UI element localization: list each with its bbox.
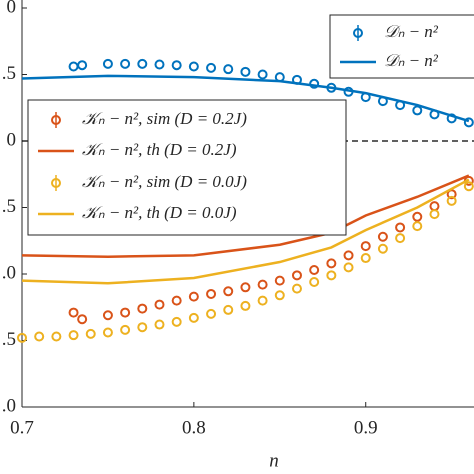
data-point [17, 332, 27, 343]
data-point [360, 253, 371, 264]
data-point [309, 265, 320, 276]
y-tick-label: .5 [2, 196, 16, 217]
data-point [77, 314, 88, 325]
legend-label: 𝒦ₙ − n², th (D = 0.2J) [82, 140, 237, 159]
data-line [21, 178, 470, 285]
data-line [21, 74, 470, 123]
data-point [68, 61, 79, 72]
data-point [463, 117, 474, 128]
data-point [309, 276, 320, 287]
data-point [188, 312, 199, 323]
data-point [85, 328, 96, 339]
data-point [257, 279, 268, 290]
data-point [429, 209, 440, 220]
data-point [154, 319, 165, 330]
x-axis-label: n [269, 450, 279, 471]
data-point [206, 308, 217, 319]
y-tick-label: .5 [2, 329, 16, 350]
legend-marker [51, 178, 61, 188]
legend-marker [51, 115, 61, 125]
data-point [171, 60, 182, 71]
data-point [291, 283, 302, 294]
data-point [102, 310, 113, 321]
data-point [102, 58, 113, 69]
data-point [257, 295, 268, 306]
data-point [360, 241, 371, 252]
data-point [343, 250, 354, 261]
y-tick-label: .5 [2, 63, 16, 84]
y-tick-label: .0 [2, 395, 16, 416]
x-tick-label: 0.9 [354, 417, 378, 438]
data-point [395, 233, 406, 244]
data-point [68, 307, 79, 318]
x-tick-label: 0.7 [10, 417, 34, 438]
data-point [120, 58, 131, 69]
data-point [68, 330, 79, 341]
legends: 𝒟ₙ − n² 𝒟ₙ − n² 𝒦ₙ − n², sim (D = 0.2J) 𝒦ₙ … [27, 14, 474, 236]
data-point [154, 299, 165, 310]
data-point [171, 295, 182, 306]
legend-box [27, 99, 347, 236]
data-point [188, 61, 199, 72]
data-point [120, 307, 131, 318]
data-point [446, 113, 457, 124]
data-point [326, 270, 337, 281]
legend-label: 𝒟ₙ − n² [384, 51, 439, 70]
x-tick-label: 0.8 [182, 417, 206, 438]
legend-label: 𝒦ₙ − n², th (D = 0.0J) [82, 203, 237, 222]
legend-label: 𝒟ₙ − n² [384, 22, 439, 41]
data-point [274, 275, 285, 286]
data-point [412, 221, 423, 232]
data-point [257, 69, 268, 80]
data-point [77, 60, 88, 71]
data-point [274, 290, 285, 301]
data-point [223, 304, 234, 315]
data-point [34, 331, 45, 342]
legend-label: 𝒦ₙ − n², sim (D = 0.0J) [82, 172, 247, 191]
data-point [137, 322, 148, 333]
data-point [291, 270, 302, 281]
data-point [377, 231, 388, 242]
legend-marker [353, 28, 363, 38]
data-point [377, 243, 388, 254]
data-point [412, 211, 423, 222]
data-point [102, 327, 113, 338]
data-point [343, 262, 354, 273]
data-line [21, 174, 470, 258]
data-point [395, 222, 406, 233]
data-point [429, 201, 440, 212]
data-point [137, 58, 148, 69]
legend-box [329, 14, 474, 79]
data-point [171, 316, 182, 327]
data-point [120, 324, 131, 335]
data-point [206, 288, 217, 299]
data-point [412, 105, 423, 116]
data-point [240, 300, 251, 311]
y-tick-label: 0 [7, 0, 17, 17]
data-point [51, 331, 62, 342]
data-point [446, 195, 457, 206]
data-point [188, 291, 199, 302]
data-point [240, 282, 251, 293]
y-tick-label: .0 [2, 262, 16, 283]
legend-label: 𝒦ₙ − n², sim (D = 0.2J) [82, 109, 247, 128]
data-point [240, 66, 251, 77]
data-point [206, 62, 217, 73]
y-tick-label: 0 [7, 129, 17, 150]
data-point [326, 258, 337, 269]
data-point [154, 59, 165, 70]
data-point [463, 181, 474, 192]
data-point [223, 286, 234, 297]
data-point [223, 64, 234, 75]
data-point [137, 303, 148, 314]
